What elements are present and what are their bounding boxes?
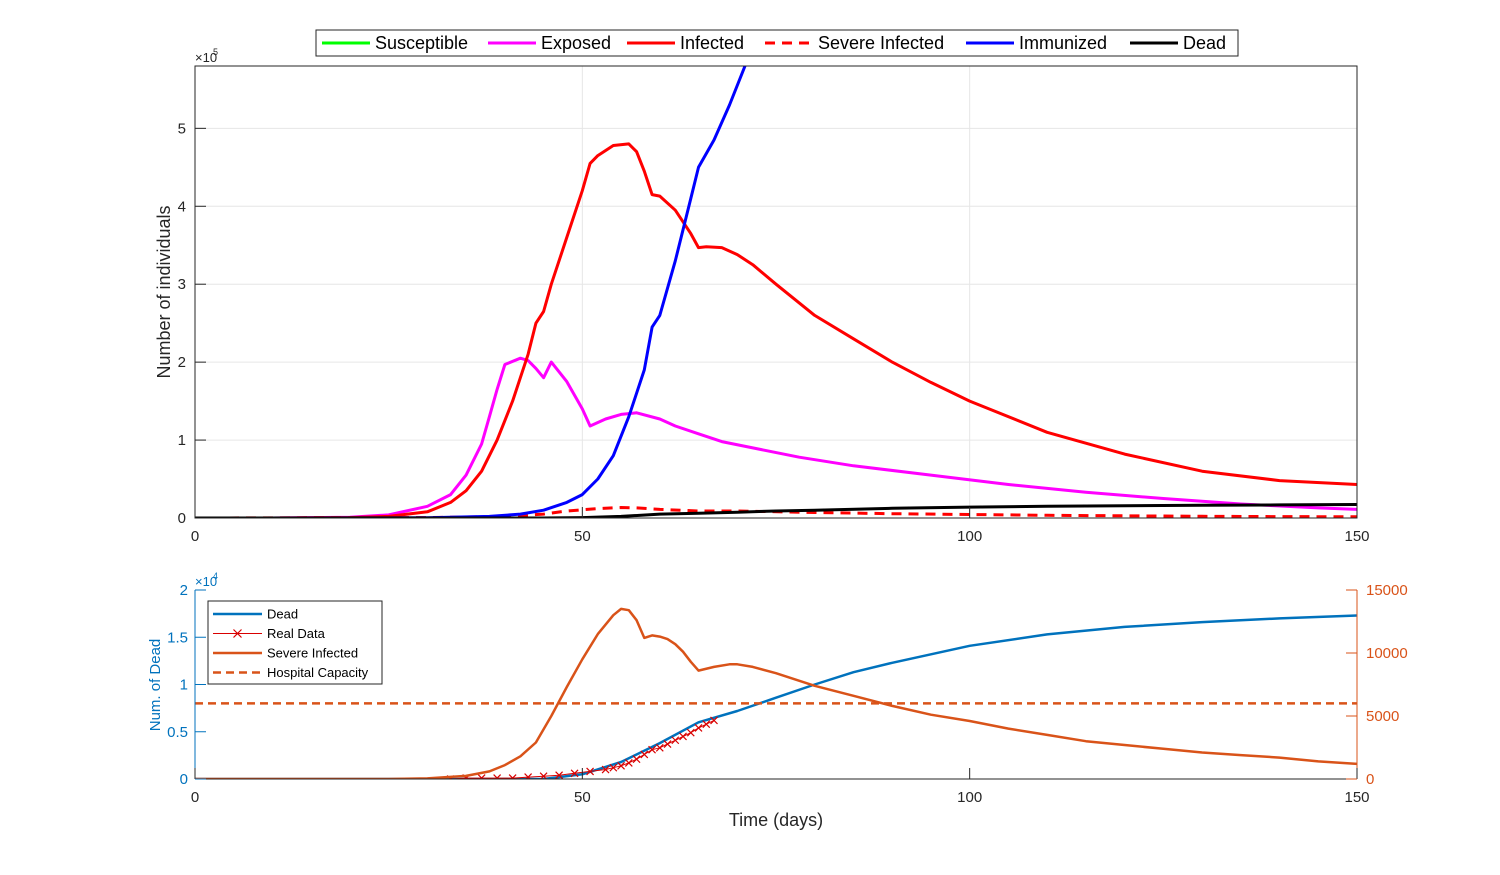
top-x-tick-label: 150 [1344, 528, 1369, 545]
top-series-line-dead [195, 503, 1357, 518]
bottom-y-exponent: ×10 4 [195, 571, 218, 589]
real-data-marker [586, 767, 595, 776]
top-legend-label: Infected [680, 33, 744, 53]
bottom-legend-marker [233, 629, 242, 638]
real-data-marker [710, 716, 718, 725]
top-y-tick-label: 0 [178, 510, 186, 527]
top-y-exponent-power: 5 [213, 47, 218, 57]
bottom-y-tick-label: 2 [180, 582, 188, 599]
real-data-marker [702, 720, 711, 729]
top-y-tick-label: 1 [178, 432, 186, 449]
real-data-marker [624, 759, 633, 767]
bottom-legend-label: Dead [267, 607, 298, 622]
real-data-marker [609, 763, 618, 772]
real-data-marker [679, 732, 687, 741]
real-data-marker [617, 761, 625, 770]
bottom-y-tick-label: 0.5 [167, 724, 188, 741]
bottom-y-exponent-base: ×10 [195, 574, 217, 589]
bottom-y-tick-label: 1 [180, 677, 188, 694]
bottom-y-axis-label: Num. of Dead [147, 639, 164, 732]
top-legend-label: Immunized [1019, 33, 1107, 53]
bottom-x-tick-label: 100 [957, 789, 982, 806]
top-series-line-exposed [195, 356, 1357, 518]
top-series-line-severe-infected [195, 506, 1357, 518]
real-data-marker [648, 745, 656, 754]
bottom-right-y-tick-label: 0 [1366, 771, 1374, 788]
top-y-tick-label: 3 [178, 276, 186, 293]
bottom-x-tick-label: 50 [574, 789, 591, 806]
bottom-legend: Dead Real Data Severe Infected Hospital Cap… [207, 600, 383, 685]
top-legend-label: Dead [1183, 33, 1226, 53]
bottom-plot-area [195, 590, 1357, 779]
real-data-marker [686, 728, 695, 737]
top-plot-area [195, 66, 1357, 518]
real-data-marker [601, 765, 610, 774]
top-y-tick-label: 2 [178, 354, 186, 371]
top-x-tick-label: 100 [957, 528, 982, 545]
top-axes-box [194, 65, 1358, 519]
bottom-x-tick-label: 0 [191, 789, 199, 806]
real-data-marker [508, 774, 517, 779]
top-legend-label: Susceptible [375, 33, 468, 53]
real-data-marker [477, 774, 486, 779]
real-data-marker [555, 771, 564, 779]
top-y-tick-label: 5 [178, 120, 186, 137]
real-data-marker [570, 769, 579, 778]
top-y-axis-label: Number of individuals [154, 205, 174, 378]
top-legend-box [315, 29, 1239, 57]
real-data-marker [694, 724, 703, 732]
top-y-exponent: ×10 5 [195, 47, 218, 65]
bottom-legend-label: Hospital Capacity [267, 665, 369, 680]
top-x-tick-label: 50 [574, 528, 591, 545]
top-y-exponent-base: ×10 [195, 50, 217, 65]
bottom-y-tick-label: 1.5 [167, 629, 188, 646]
bottom-y-tick-label: 0 [180, 771, 188, 788]
top-axes: 0 50 100 150 0 1 2 3 4 5 ×10 5 Number of individu… [154, 47, 1370, 545]
bottom-series-line-severe-infected [195, 607, 1357, 779]
real-data-marker [524, 773, 533, 779]
bottom-right-y-tick-label: 5000 [1366, 708, 1399, 725]
top-legend: Susceptible Exposed Infected Severe Infecte… [315, 29, 1239, 57]
real-data-marker [655, 743, 664, 752]
top-series [195, 66, 1357, 518]
real-data-marker [671, 736, 680, 745]
top-series-line-immunized [195, 66, 747, 518]
real-data-marker [640, 750, 649, 759]
bottom-right-y-tick-label: 15000 [1366, 582, 1408, 599]
top-legend-label: Exposed [541, 33, 611, 53]
top-ticks: 0 50 100 150 0 1 2 3 4 5 [178, 120, 1370, 545]
real-data-marker [663, 740, 672, 748]
top-x-tick-label: 0 [191, 528, 199, 545]
bottom-legend-label: Real Data [267, 626, 326, 641]
real-data-marker [632, 755, 641, 764]
bottom-series [195, 607, 1357, 779]
top-y-tick-label: 4 [178, 198, 186, 215]
real-data-marker [493, 774, 502, 779]
real-data-marker [539, 772, 548, 779]
bottom-legend-label: Severe Infected [267, 646, 358, 661]
top-legend-label: Severe Infected [818, 33, 944, 53]
bottom-y-exponent-power: 4 [213, 571, 218, 581]
x-axis-label: Time (days) [729, 810, 823, 830]
bottom-right-y-tick-label: 10000 [1366, 645, 1408, 662]
bottom-x-tick-label: 150 [1344, 789, 1369, 806]
top-series-line-infected [195, 142, 1357, 518]
